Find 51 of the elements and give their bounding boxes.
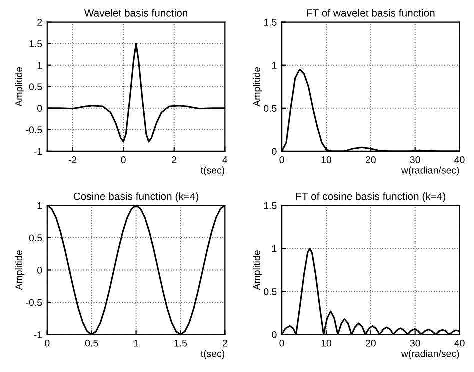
y-tick-label: 0 [272, 332, 277, 338]
y-tick-label: 1.5 [264, 202, 277, 210]
x-tick-label: 2 [172, 156, 177, 164]
y-tick-label: 1 [272, 62, 277, 69]
chart-title: FT of cosine basis function (k=4) [296, 192, 446, 202]
x-tick-label: 30 [410, 340, 420, 347]
y-tick-label: 1 [38, 62, 42, 69]
x-tick-label: 0 [280, 340, 284, 347]
x-tick-label: 0 [280, 156, 284, 164]
y-tick-label: -0.5 [26, 299, 42, 306]
x-tick-label: 0 [121, 156, 126, 164]
x-tick-label: 0.5 [85, 340, 98, 347]
x-tick-label: 0 [45, 340, 50, 347]
y-tick-label: 1 [272, 246, 277, 252]
x-tick-label: 1.5 [174, 340, 188, 347]
y-tick-label: -0.5 [26, 126, 42, 134]
y-axis-title: Amplitide [15, 250, 24, 290]
y-axis-title: Amplitide [15, 67, 24, 107]
x-tick-label: 10 [322, 340, 332, 347]
x-tick-label: 4 [222, 156, 228, 164]
x-tick-label: 2 [222, 340, 228, 347]
chart-title: Wavelet basis function [84, 9, 188, 17]
y-tick-label: 0.5 [264, 105, 277, 112]
y-tick-label: 1.5 [264, 19, 277, 26]
y-tick-label: 0 [38, 266, 42, 274]
x-tick-label: 1 [134, 340, 139, 347]
x-tick-label: 20 [366, 156, 376, 164]
y-tick-label: 0.5 [29, 84, 42, 90]
x-tick-label: 40 [454, 340, 465, 347]
y-tick-label: -1 [34, 148, 42, 155]
x-axis-title: t(sec) [200, 166, 225, 176]
y-tick-label: 1.5 [30, 40, 42, 48]
y-tick-label: 0 [272, 148, 277, 156]
chart-title: Cosine basis function (k=4) [74, 192, 199, 202]
y-tick-label: 2 [38, 19, 42, 26]
x-axis-title: w(radian/sec) [401, 350, 460, 360]
x-tick-label: 30 [410, 156, 420, 164]
x-axis-title: t(sec) [200, 350, 225, 360]
y-tick-label: 0.5 [29, 234, 42, 242]
x-tick-label: 20 [366, 340, 376, 347]
x-axis-title: w(radian/sec) [401, 166, 460, 176]
y-tick-label: -1 [34, 332, 42, 338]
chart-title: FT of wavelet basis function [307, 9, 435, 17]
x-tick-label: -2 [68, 156, 77, 164]
y-tick-label: 0.5 [264, 288, 277, 296]
y-axis-title: Amplitide [253, 67, 262, 107]
y-tick-label: 0 [38, 105, 42, 112]
y-axis-title: Amplitide [253, 250, 262, 290]
y-tick-label: 1 [38, 202, 42, 210]
x-tick-label: 10 [322, 156, 332, 164]
x-tick-label: 40 [454, 156, 465, 164]
